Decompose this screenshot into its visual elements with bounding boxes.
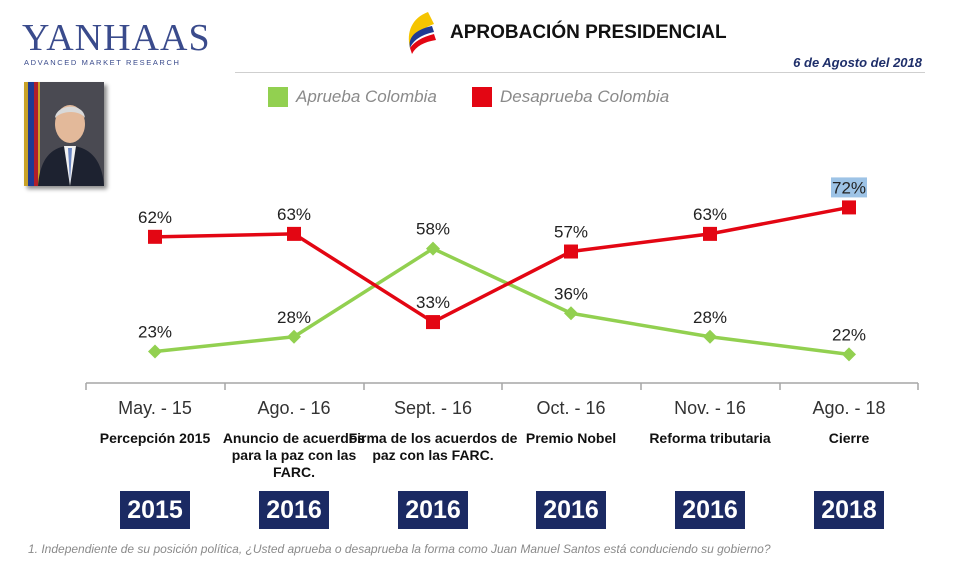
header-divider [235, 72, 925, 73]
aprueba-value-label-0: 23% [138, 322, 172, 341]
desaprueba-point-0 [148, 229, 162, 244]
aprueba-point-4 [703, 329, 717, 344]
year-box-5: 2018 [814, 491, 884, 529]
legend-label-aprueba: Aprueba Colombia [296, 87, 437, 106]
event-label-0: Percepción 2015 [99, 430, 211, 446]
x-tick-label-2: Sept. - 16 [394, 398, 472, 418]
legend-label-desaprueba: Desaprueba Colombia [500, 87, 670, 106]
footnote: 1. Independiente de su posición política… [28, 542, 771, 556]
legend-swatch-red [472, 87, 492, 107]
year-box-1: 2016 [259, 491, 329, 529]
company-logo: YANHAAS [22, 17, 211, 59]
desaprueba-point-4 [703, 226, 717, 241]
series-line-1 [154, 205, 850, 324]
desaprueba-point-3 [564, 244, 578, 259]
aprueba-point-3 [564, 306, 578, 321]
legend-swatch-green [268, 87, 288, 107]
aprueba-point-1 [287, 329, 301, 344]
aprueba-value-label-2: 58% [416, 220, 450, 239]
year-box-0: 2015 [120, 491, 190, 529]
series-line-0 [154, 246, 850, 357]
report-date: 6 de Agosto del 2018 [793, 55, 922, 70]
year-box-4: 2016 [675, 491, 745, 529]
event-label-5: Cierre [828, 430, 870, 446]
aprueba-value-label-4: 28% [693, 308, 727, 327]
event-label-1: Anuncio de acuerdos para la paz con las … [222, 430, 366, 480]
desaprueba-value-label-5: 72% [832, 178, 866, 197]
aprueba-point-0 [148, 344, 162, 359]
year-box-2: 2016 [398, 491, 468, 529]
aprueba-point-5 [842, 347, 856, 362]
desaprueba-value-label-1: 63% [277, 205, 311, 224]
legend-item-desaprueba: Desaprueba Colombia [472, 86, 669, 108]
company-logo-subtitle: ADVANCED MARKET RESEARCH [24, 58, 181, 67]
x-tick-label-0: May. - 15 [118, 398, 192, 418]
desaprueba-value-label-3: 57% [554, 223, 588, 242]
desaprueba-point-1 [287, 226, 301, 241]
event-label-3: Premio Nobel [525, 430, 617, 446]
desaprueba-point-2 [426, 315, 440, 330]
event-label-4: Reforma tributaria [649, 430, 771, 446]
highlight-label-bg [831, 177, 867, 198]
colombia-flag-swoosh-icon [408, 12, 436, 54]
x-tick-label-3: Oct. - 16 [536, 398, 605, 418]
aprueba-value-label-5: 22% [832, 325, 866, 344]
x-tick-label-1: Ago. - 16 [257, 398, 330, 418]
desaprueba-value-label-0: 62% [138, 208, 172, 227]
page-title: APROBACIÓN PRESIDENCIAL [450, 22, 727, 43]
event-label-2: Firma de los acuerdos de paz con las FAR… [348, 430, 518, 463]
president-portrait [24, 82, 104, 186]
desaprueba-value-label-4: 63% [693, 205, 727, 224]
x-tick-label-5: Ago. - 18 [812, 398, 885, 418]
desaprueba-point-5 [842, 200, 856, 215]
x-tick-label-4: Nov. - 16 [674, 398, 746, 418]
aprueba-point-2 [426, 241, 440, 256]
desaprueba-value-label-2: 33% [416, 293, 450, 312]
aprueba-value-label-1: 28% [277, 308, 311, 327]
aprueba-value-label-3: 36% [554, 284, 588, 303]
year-box-3: 2016 [536, 491, 606, 529]
legend-item-aprueba: Aprueba Colombia [268, 86, 437, 108]
